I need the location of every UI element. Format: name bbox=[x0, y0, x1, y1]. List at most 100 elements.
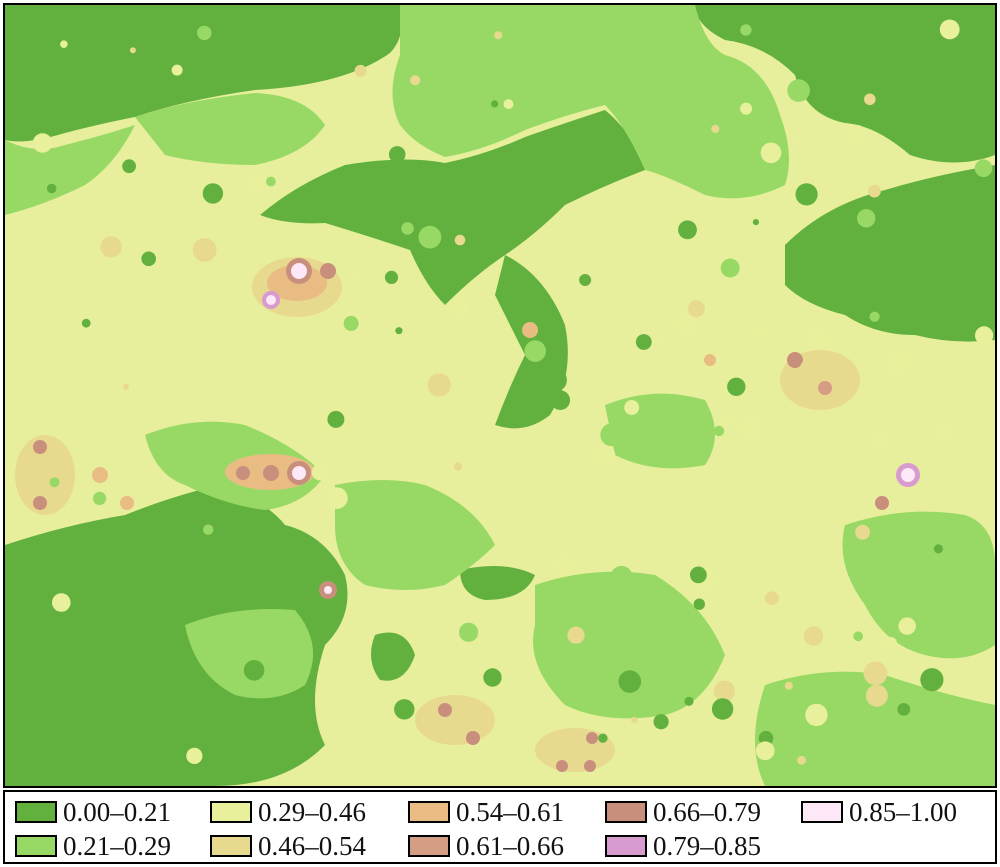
hotspot-7-core bbox=[324, 586, 332, 594]
map-cell bbox=[84, 89, 93, 98]
map-cell bbox=[826, 261, 835, 271]
map-cell bbox=[524, 340, 546, 362]
map-cell bbox=[452, 299, 469, 316]
map-cell bbox=[595, 445, 616, 465]
hotspot-1-core bbox=[291, 263, 307, 279]
map-cell bbox=[459, 622, 479, 642]
hotspot-6 bbox=[236, 466, 250, 480]
map-cell bbox=[740, 418, 760, 438]
map-cell bbox=[49, 477, 60, 488]
map-cell bbox=[974, 159, 993, 177]
legend-label: 0.66–0.79 bbox=[653, 797, 761, 827]
map-cell bbox=[32, 133, 53, 153]
region-light-left bbox=[5, 125, 135, 215]
map-cell bbox=[678, 220, 697, 240]
hotspot-2-core bbox=[266, 295, 276, 305]
map-cell bbox=[803, 626, 824, 646]
map-cell bbox=[635, 334, 652, 350]
legend-swatch bbox=[605, 835, 647, 857]
legend-label: 0.54–0.61 bbox=[456, 797, 564, 827]
map-cell bbox=[100, 236, 122, 258]
hotspot-3 bbox=[320, 263, 336, 279]
map-cell bbox=[897, 703, 911, 716]
hotspot-17 bbox=[556, 760, 568, 772]
legend-swatch bbox=[408, 835, 450, 857]
region-light-bottom-right bbox=[755, 671, 995, 786]
map-cell bbox=[760, 142, 782, 164]
map-cell bbox=[787, 79, 810, 102]
map-cell bbox=[202, 183, 224, 204]
legend-item: 0.66–0.79 bbox=[605, 796, 761, 828]
legend-item: 0.85–1.00 bbox=[801, 796, 957, 828]
map-cell bbox=[171, 64, 183, 76]
map-cell bbox=[327, 410, 345, 428]
halo-bottom-center bbox=[415, 695, 495, 745]
map-cell bbox=[618, 670, 642, 693]
map-cell bbox=[784, 681, 793, 690]
map-cell bbox=[557, 556, 576, 575]
map-cell bbox=[921, 306, 941, 325]
hotspot-18 bbox=[584, 760, 596, 772]
map-cell bbox=[718, 414, 731, 427]
map-cell bbox=[887, 351, 910, 374]
region-dark-center-band bbox=[260, 110, 645, 305]
map-cell bbox=[410, 75, 421, 86]
map-cell bbox=[687, 300, 705, 318]
legend-label: 0.79–0.85 bbox=[653, 831, 761, 861]
region-light-bottom-left bbox=[185, 609, 313, 699]
map-cell bbox=[713, 425, 725, 437]
hotspot-12 bbox=[33, 440, 47, 454]
legend-item: 0.46–0.54 bbox=[210, 830, 366, 862]
map-cell bbox=[354, 64, 367, 78]
legend-swatch bbox=[408, 801, 450, 823]
map-cell bbox=[102, 651, 113, 663]
legend-item: 0.54–0.61 bbox=[408, 796, 564, 828]
map-cell bbox=[266, 176, 276, 187]
map-cell bbox=[653, 714, 669, 730]
map-cell bbox=[873, 434, 886, 447]
map-cell bbox=[384, 270, 399, 284]
hotspot-15 bbox=[466, 731, 480, 745]
map-cell bbox=[598, 733, 608, 743]
map-cell bbox=[869, 311, 880, 322]
map-cell bbox=[503, 99, 514, 109]
map-cell bbox=[864, 93, 876, 106]
region-dark-right bbox=[785, 165, 995, 342]
class-0-00-0-21-regions bbox=[5, 5, 995, 786]
map-cell bbox=[352, 270, 362, 281]
map-cell bbox=[401, 222, 414, 235]
hotspot-20 bbox=[120, 496, 134, 510]
map-cell bbox=[942, 49, 950, 58]
legend-label: 0.61–0.66 bbox=[456, 831, 564, 861]
legend-swatch bbox=[210, 801, 252, 823]
map-cell bbox=[81, 318, 91, 328]
map-cell bbox=[852, 34, 872, 55]
legend-label: 0.29–0.46 bbox=[258, 797, 366, 827]
map-cell bbox=[550, 390, 571, 411]
map-cell bbox=[46, 183, 57, 194]
map-cell bbox=[884, 637, 897, 649]
map-cell bbox=[247, 173, 265, 191]
legend-swatch bbox=[801, 801, 843, 823]
map-cell bbox=[343, 315, 359, 331]
map-cell bbox=[412, 249, 419, 256]
map-cell bbox=[684, 42, 704, 61]
map-cell bbox=[154, 43, 169, 59]
map-legend: 0.00–0.21 0.21–0.29 0.29–0.46 0.46–0.54 0.54… bbox=[3, 790, 997, 864]
map-cell bbox=[186, 747, 203, 765]
map-cell bbox=[5, 713, 16, 725]
legend-item: 0.00–0.21 bbox=[15, 796, 171, 828]
map-cell bbox=[395, 327, 403, 335]
region-dark-top-left bbox=[5, 5, 403, 142]
hotspot-5 bbox=[263, 465, 279, 481]
raster-map bbox=[3, 3, 997, 788]
region-dark-bottom-mid bbox=[371, 632, 415, 681]
halo-left-edge bbox=[15, 435, 75, 515]
map-cell bbox=[720, 258, 740, 278]
map-cell bbox=[123, 383, 129, 390]
hotspot-8-core bbox=[901, 468, 915, 482]
region-dark-bottom-mid2 bbox=[460, 566, 535, 600]
map-cell bbox=[865, 684, 888, 707]
hotspot-16 bbox=[586, 732, 598, 744]
map-cell bbox=[939, 19, 960, 40]
